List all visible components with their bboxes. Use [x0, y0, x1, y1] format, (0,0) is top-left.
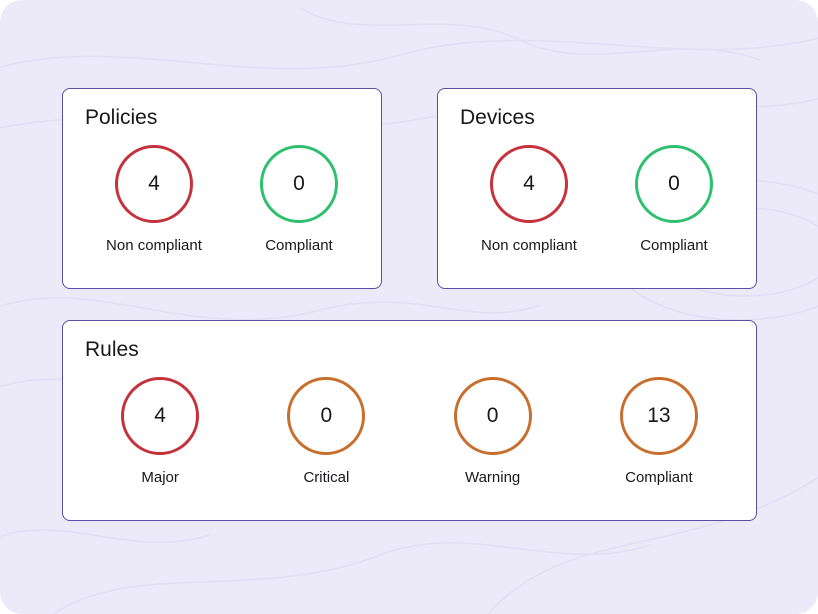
- devices-compliant-metric: 0 Compliant: [634, 145, 713, 254]
- metric-value: 0: [320, 404, 333, 427]
- devices-non-compliant-metric: 4 Non compliant: [481, 145, 577, 254]
- metric-label: Major: [141, 469, 179, 486]
- metric-label: Non compliant: [106, 237, 202, 254]
- policies-compliant-circle: 0: [259, 145, 338, 223]
- rules-compliant-metric: 13 Compliant: [619, 377, 698, 486]
- rules-critical-metric: 0 Critical: [287, 377, 366, 486]
- rules-warning-metric: 0 Warning: [453, 377, 532, 486]
- rules-metrics-row: 4 Major 0 Critical 0 Warning 13 C: [63, 377, 756, 486]
- rules-card: Rules 4 Major 0 Critical 0 Warning: [62, 320, 757, 521]
- metric-label: Compliant: [625, 469, 693, 486]
- devices-card: Devices 4 Non compliant 0 Compliant: [437, 88, 757, 289]
- rules-major-circle: 4: [121, 377, 200, 455]
- metric-label: Warning: [464, 469, 521, 486]
- policies-non-compliant-metric: 4 Non compliant: [106, 145, 202, 254]
- metric-value: 0: [486, 404, 499, 427]
- devices-card-title: Devices: [460, 106, 535, 129]
- policies-metrics-row: 4 Non compliant 0 Compliant: [63, 145, 381, 254]
- metric-label: Compliant: [640, 237, 708, 254]
- metric-value: 4: [148, 172, 160, 195]
- devices-metrics-row: 4 Non compliant 0 Compliant: [438, 145, 756, 254]
- metric-label: Non compliant: [481, 237, 577, 254]
- metric-value: 4: [154, 404, 166, 427]
- metric-value: 0: [293, 172, 305, 195]
- policies-card-title: Policies: [85, 106, 158, 129]
- rules-card-title: Rules: [85, 338, 139, 361]
- rules-warning-circle: 0: [453, 377, 532, 455]
- metric-label: Compliant: [265, 237, 333, 254]
- metric-value: 4: [523, 172, 535, 195]
- rules-compliant-circle: 13: [619, 377, 698, 455]
- policies-card: Policies 4 Non compliant 0 Compliant: [62, 88, 382, 289]
- rules-major-metric: 4 Major: [121, 377, 200, 486]
- metric-value: 13: [647, 404, 671, 427]
- metric-value: 0: [668, 172, 680, 195]
- policies-compliant-metric: 0 Compliant: [259, 145, 338, 254]
- devices-compliant-circle: 0: [634, 145, 713, 223]
- policies-non-compliant-circle: 4: [114, 145, 193, 223]
- devices-non-compliant-circle: 4: [489, 145, 568, 223]
- metric-label: Critical: [303, 469, 350, 486]
- rules-critical-circle: 0: [287, 377, 366, 455]
